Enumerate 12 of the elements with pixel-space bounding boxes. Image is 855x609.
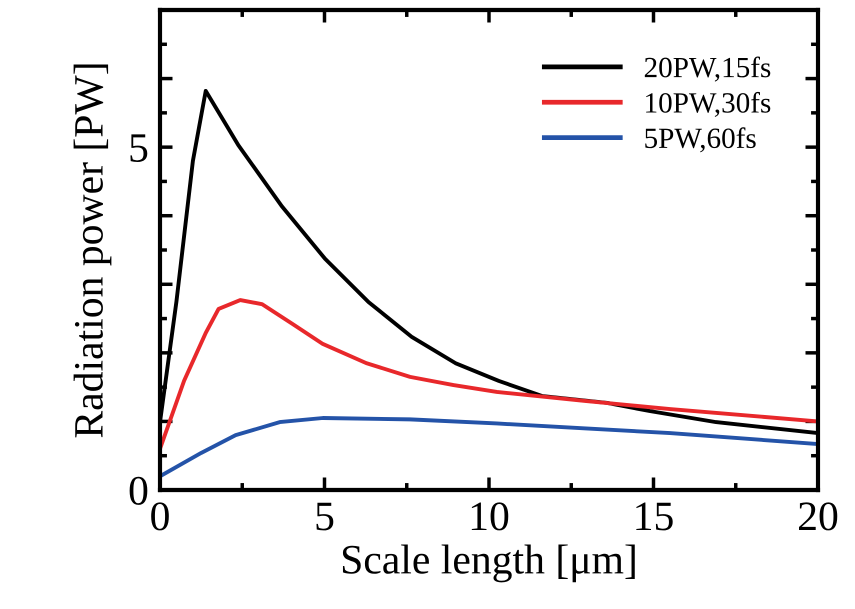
legend-label: 5PW,60fs — [645, 127, 756, 152]
line-series — [160, 416, 818, 478]
x-tick-label: 10 — [472, 502, 508, 530]
x-tick-label: 20 — [798, 502, 838, 530]
x-tick-label: 5 — [316, 502, 334, 530]
legend-label: 20PW,15fs — [644, 56, 770, 82]
x-tick-label: 0 — [151, 502, 169, 530]
x-axis-title: Scale length [μm] — [342, 544, 635, 582]
legend-label: 10PW,30fs — [646, 92, 770, 117]
y-axis-title: Radiation power [PW] — [74, 64, 112, 438]
line-series — [160, 298, 818, 451]
x-tick-label: 15 — [636, 502, 673, 530]
